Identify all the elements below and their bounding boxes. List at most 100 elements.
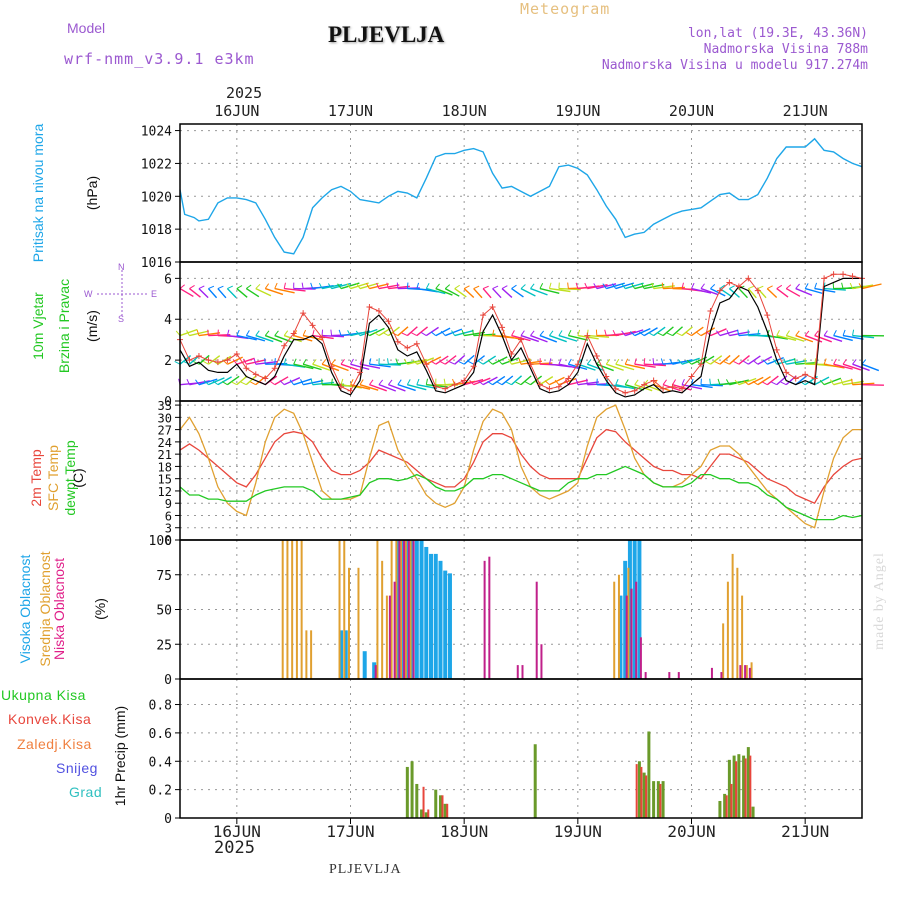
wind-barb-feather	[638, 331, 645, 336]
wind-barb-feather	[327, 283, 332, 289]
wind-barb	[728, 354, 740, 365]
wind-barb	[226, 288, 237, 299]
wind-barb	[265, 287, 284, 296]
wind-barb	[255, 334, 274, 343]
wind-barb-feather	[463, 285, 470, 290]
wind-barb	[785, 287, 801, 297]
wind-barb-feather	[767, 285, 773, 290]
wind-gust-marker	[735, 283, 742, 290]
wind-barb-feather	[842, 358, 847, 365]
wind-barb	[407, 383, 427, 391]
precip-total-bar	[656, 781, 660, 818]
wind-barb-feather	[236, 329, 240, 336]
cloud-low-bar	[644, 672, 647, 679]
wind-barb-feather	[643, 358, 646, 365]
wind-gust-marker	[546, 385, 553, 392]
wind-barb	[710, 355, 723, 365]
wind-barb	[776, 375, 788, 386]
wind-barb	[492, 288, 502, 299]
wind-barb-feather	[652, 358, 655, 365]
wind-barb-feather	[648, 332, 654, 337]
wind-barb-feather	[302, 358, 307, 365]
wind-barb-feather	[539, 330, 545, 336]
cloud-low-bar	[483, 560, 486, 679]
wind-barb	[766, 375, 779, 386]
wind-barb-feather	[231, 381, 238, 386]
wind-barb-feather	[179, 284, 185, 289]
temp2m-line	[179, 428, 863, 505]
wind-barb-feather	[737, 329, 740, 336]
wind-barb-feather	[795, 330, 800, 336]
wind-barb	[464, 331, 486, 337]
wind-barb-feather	[469, 379, 475, 385]
wind-barb	[350, 330, 371, 337]
wind-barb	[747, 355, 761, 365]
wind-barb-feather	[686, 359, 692, 365]
y-tick-label: 15	[158, 473, 172, 487]
wind-barb-feather	[232, 359, 238, 365]
wind-barb	[625, 363, 646, 370]
wind-barb-feather	[274, 282, 278, 289]
wind-barb	[729, 331, 750, 337]
precip-total-bar	[533, 744, 537, 818]
precip-total-bar	[746, 747, 750, 818]
wind-speed-line	[179, 277, 862, 398]
precip-total-bar	[637, 761, 641, 818]
wind-barb	[189, 380, 210, 386]
wind-gust-marker	[764, 312, 771, 319]
precip-conv-bar	[735, 761, 738, 818]
wind-barb-feather	[240, 381, 247, 386]
y-tick-label: 0	[164, 395, 172, 410]
wind-barb-feather	[174, 361, 181, 365]
wind-gust-marker	[195, 353, 202, 360]
wind-barb	[653, 326, 666, 337]
wind-barb	[700, 355, 715, 365]
cloud-mid-bar	[617, 574, 620, 679]
cloud-mid-bar	[300, 540, 303, 679]
model-label: Model	[67, 20, 106, 36]
wind-barb-feather	[376, 282, 380, 289]
wind-barb	[454, 329, 474, 337]
wind-barb-feather	[440, 330, 446, 336]
wind-barb	[681, 326, 693, 337]
cloud-high-bar	[424, 546, 429, 679]
wind-barb-feather	[300, 379, 304, 385]
cloud-low-bar	[488, 556, 491, 679]
wind-barb	[274, 287, 295, 294]
wind-barb-feather	[310, 282, 314, 289]
wind-gust-marker	[309, 322, 316, 329]
wind-barb	[369, 327, 385, 337]
wind-gust-marker	[205, 357, 212, 364]
wind-barb-feather	[508, 358, 512, 365]
wind-gust-marker	[499, 324, 506, 331]
wind-barb	[823, 377, 842, 386]
wind-barb	[530, 287, 548, 296]
wind-barb	[852, 382, 875, 386]
wind-barb-feather	[425, 378, 428, 385]
wind-barb	[340, 383, 362, 389]
wind-barb	[444, 328, 463, 337]
wind-gust-marker	[224, 357, 231, 364]
cloud-low-bar	[540, 644, 543, 679]
wind-gust-marker	[821, 275, 828, 282]
wind-barb-feather	[584, 282, 588, 289]
wind-barb-feather	[312, 359, 317, 365]
wind-barb	[406, 326, 418, 337]
wind-barb-feather	[312, 329, 315, 336]
cloud-high-bar	[618, 595, 623, 679]
wind-gust-marker	[688, 373, 695, 380]
wind-barb-feather	[785, 284, 792, 289]
wind-barb	[463, 288, 475, 298]
y-tick-label: 50	[156, 604, 172, 619]
wind-barb-feather	[558, 358, 562, 365]
wind-barb	[624, 329, 644, 337]
y-tick-label: 12	[158, 485, 172, 499]
cloud-low-bar	[668, 672, 671, 679]
y-tick-label: 9	[165, 497, 172, 511]
date-label-top: 20JUN	[669, 102, 714, 120]
wind-barb	[255, 375, 267, 386]
y-tick-label: 75	[156, 569, 172, 584]
wind-barb-feather	[661, 282, 664, 289]
wind-barb	[198, 378, 218, 386]
wind-barb-feather	[274, 358, 276, 365]
